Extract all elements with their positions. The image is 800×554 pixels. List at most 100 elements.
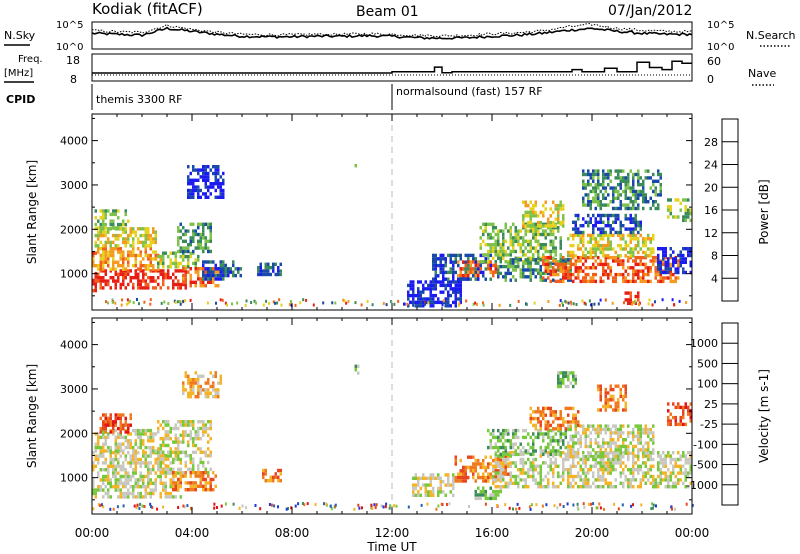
velocity-cell (624, 444, 627, 449)
power-cell (599, 183, 602, 187)
power-cell (544, 246, 547, 250)
power-cell (577, 259, 580, 263)
power-cell (539, 210, 542, 215)
velocity-cell (209, 450, 212, 454)
velocity-cell (602, 485, 605, 489)
power-cell (121, 298, 124, 302)
power-cell (99, 269, 102, 273)
power-cell (682, 267, 685, 271)
velocity-cell (162, 467, 165, 471)
power-cell (97, 250, 100, 254)
power-cell (647, 176, 650, 180)
velocity-cell (114, 435, 117, 440)
velocity-cell (182, 423, 185, 427)
velocity-cell (152, 481, 155, 485)
velocity-cell (572, 464, 575, 468)
power-cell (192, 236, 195, 240)
power-cell (469, 263, 472, 268)
velocity-cell (624, 448, 627, 452)
velocity-cell (174, 451, 177, 455)
power-cell (239, 273, 242, 278)
x-tick-label: 16:00 (475, 526, 510, 540)
site-title: Kodiak (fitACF) (92, 0, 203, 18)
power-cell (529, 275, 532, 279)
velocity-cell (532, 442, 535, 446)
velocity-cell (557, 381, 560, 385)
power-cell (512, 222, 515, 226)
power-cell (669, 267, 672, 271)
velocity-cell (204, 488, 207, 492)
velocity-cell (572, 406, 575, 411)
power-cell (144, 267, 147, 271)
y-tick-label: 4000 (60, 135, 88, 148)
power-cell (371, 303, 374, 307)
power-cell (624, 217, 627, 221)
power-cell (259, 269, 262, 273)
power-cell (514, 226, 517, 230)
power-cell (552, 269, 555, 273)
power-cell (199, 246, 202, 250)
velocity-cell (572, 444, 575, 449)
velocity-cell (539, 410, 542, 414)
velocity-cell (562, 457, 565, 462)
power-cell (604, 269, 607, 273)
velocity-cell (204, 471, 207, 475)
power-cell (517, 258, 520, 262)
power-cell (482, 274, 485, 278)
velocity-cell (177, 426, 180, 431)
velocity-cell (323, 502, 325, 506)
velocity-data (92, 364, 694, 511)
power-cell (639, 220, 642, 224)
power-cell (167, 272, 170, 276)
power-cell (97, 264, 100, 268)
power-cell (594, 247, 597, 251)
power-cell (219, 188, 222, 193)
power-cell (212, 277, 215, 281)
velocity-cell (429, 480, 432, 484)
power-cell (689, 208, 692, 212)
power-cell (554, 259, 557, 263)
power-cell (509, 249, 512, 254)
power-cell (607, 262, 610, 267)
velocity-cell (574, 427, 577, 432)
velocity-cell (419, 476, 422, 480)
power-cell (134, 230, 137, 234)
velocity-cell (439, 476, 442, 480)
power-cell (465, 299, 468, 303)
power-cell (614, 206, 617, 211)
power-cell (109, 286, 112, 290)
power-cell (612, 189, 615, 194)
velocity-cell (197, 374, 200, 378)
velocity-cell (589, 431, 592, 435)
velocity-cell (186, 504, 189, 508)
power-cell (459, 270, 462, 274)
velocity-cell (482, 458, 485, 463)
velocity-cell (534, 427, 537, 431)
power-cell (507, 229, 510, 233)
velocity-cell (119, 430, 122, 434)
velocity-cell (497, 445, 500, 450)
velocity-cell (172, 426, 175, 431)
velocity-cell (482, 479, 485, 483)
velocity-cell (564, 371, 567, 375)
power-cell (599, 279, 602, 284)
power-cell (99, 209, 102, 213)
velocity-cell (592, 457, 595, 462)
power-cell (539, 220, 542, 225)
power-cell (149, 302, 152, 306)
velocity-cell (657, 451, 660, 455)
power-cell (104, 216, 107, 220)
velocity-cell (607, 401, 610, 405)
power-cell (561, 301, 564, 305)
velocity-cell (519, 442, 522, 446)
velocity-cell (682, 454, 685, 458)
power-cell (159, 257, 162, 261)
power-cell (527, 210, 530, 215)
power-cell (537, 261, 540, 265)
power-cell (237, 270, 240, 274)
power-cell (622, 233, 625, 238)
power-cell (549, 272, 552, 277)
power-cell (544, 255, 547, 260)
velocity-cell (144, 474, 147, 479)
